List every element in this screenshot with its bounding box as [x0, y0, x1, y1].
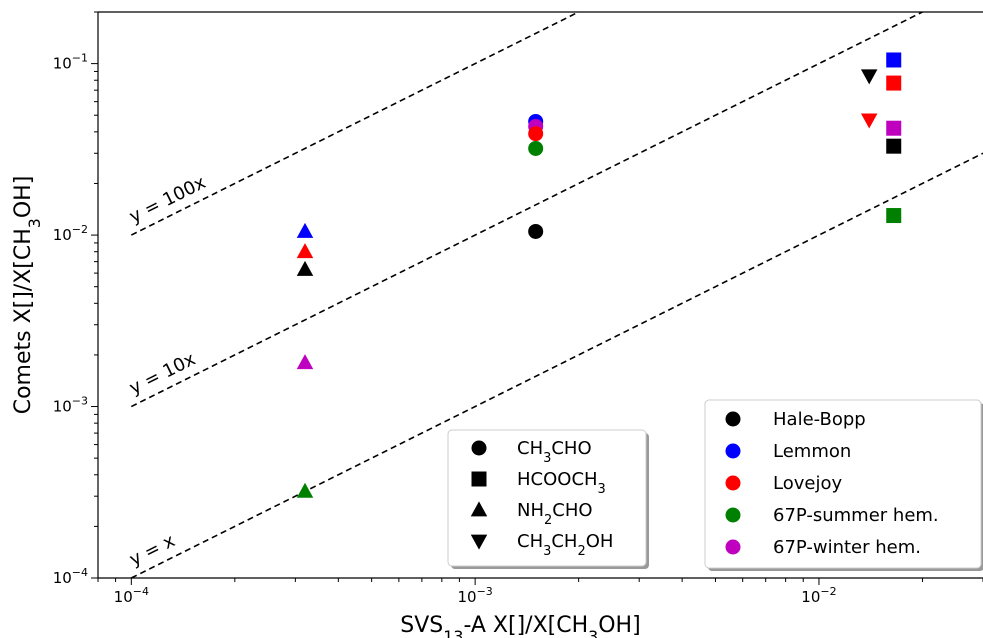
legend-marker	[725, 539, 741, 555]
data-point	[528, 126, 544, 142]
data-point	[860, 69, 878, 85]
reference-line-1	[130, 12, 925, 408]
data-point	[296, 354, 314, 370]
legend-marker	[725, 443, 741, 459]
data-point	[296, 222, 314, 238]
data-point	[886, 138, 902, 154]
legend-marker	[470, 534, 488, 550]
x-tick-label: 10−4	[114, 585, 149, 606]
comet-legend	[704, 399, 982, 569]
reference-line-label: y = x	[126, 530, 178, 570]
legend-label: CH3CH2OH	[517, 531, 613, 559]
molecule-legend	[447, 429, 647, 567]
data-point	[528, 223, 544, 239]
legend-marker	[470, 501, 488, 517]
data-point	[528, 140, 544, 156]
x-tick-label: 10−3	[457, 585, 492, 606]
y-tick-label: 10−3	[53, 395, 88, 416]
data-point	[296, 482, 314, 498]
data-point	[296, 260, 314, 276]
reference-line-0	[130, 12, 581, 236]
legend-label: HCOOCH3	[517, 469, 606, 497]
y-axis-label: Comets X[]/X[CH3OH]	[11, 176, 44, 415]
legend-label: 67P-summer hem.	[773, 505, 939, 526]
legend-marker	[725, 475, 741, 491]
legend-marker	[471, 471, 487, 487]
legend-label: 67P-winter hem.	[773, 537, 921, 558]
legend-marker	[471, 440, 487, 456]
x-tick-label: 10−2	[801, 585, 836, 606]
data-point	[886, 120, 902, 136]
data-point	[886, 52, 902, 68]
legend-label: Lemmon	[773, 441, 851, 462]
reference-line-2	[130, 152, 983, 578]
legend-marker	[725, 507, 741, 523]
y-tick-label: 10−4	[53, 566, 88, 587]
data-point	[860, 113, 878, 129]
data-point	[886, 208, 902, 224]
legend-label: NH2CHO	[517, 500, 593, 528]
legend-label: CH3CHO	[517, 438, 592, 466]
data-point	[296, 243, 314, 259]
reference-line-label: y = 100x	[126, 172, 209, 228]
legend-label: Hale-Bopp	[773, 409, 866, 430]
y-tick-label: 10−1	[53, 52, 88, 73]
legend-marker	[725, 411, 741, 427]
legend-label: Lovejoy	[773, 473, 842, 494]
data-point	[886, 75, 902, 91]
y-tick-label: 10−2	[53, 223, 88, 244]
x-axis-label: SVS13-A X[]/X[CH3OH]	[400, 613, 640, 638]
